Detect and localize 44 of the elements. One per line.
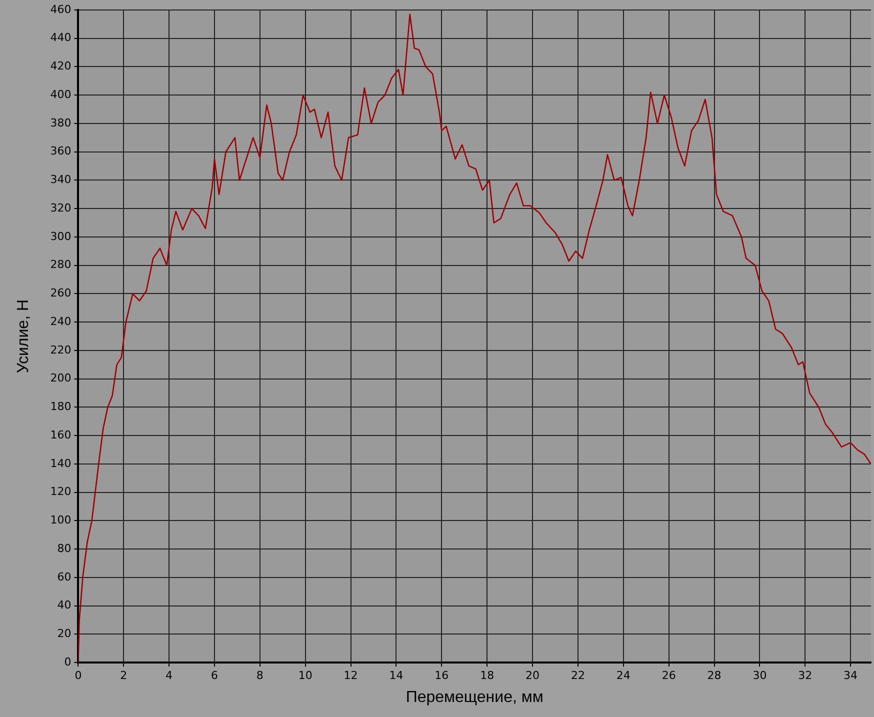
y-tick-label: 260 xyxy=(50,286,72,300)
y-tick-label: 320 xyxy=(50,201,72,214)
y-tick-label: 200 xyxy=(50,372,72,385)
x-tick-label: 24 xyxy=(616,669,630,682)
x-tick-label: 12 xyxy=(344,669,358,682)
y-tick-label: 160 xyxy=(50,428,72,442)
x-tick-label: 8 xyxy=(256,669,264,682)
x-tick-label: 16 xyxy=(434,669,449,682)
x-tick-label: 22 xyxy=(570,669,585,682)
y-axis-title: Усилие, Н xyxy=(15,299,32,374)
y-tick-label: 220 xyxy=(50,343,72,356)
y-tick-label: 240 xyxy=(50,314,72,328)
y-tick-label: 420 xyxy=(50,60,72,73)
x-tick-label: 0 xyxy=(74,669,82,682)
y-tick-label: 300 xyxy=(50,230,72,243)
x-tick-label: 14 xyxy=(389,669,404,682)
y-tick-label: 380 xyxy=(50,116,72,130)
x-tick-label: 34 xyxy=(844,669,858,682)
x-tick-label: 6 xyxy=(210,669,218,682)
y-tick-label: 20 xyxy=(57,627,72,640)
x-tick-label: 2 xyxy=(120,669,128,682)
y-tick-label: 40 xyxy=(57,598,72,612)
y-tick-label: 180 xyxy=(50,400,72,414)
x-tick-label: 20 xyxy=(526,669,540,682)
y-tick-label: 100 xyxy=(50,514,72,527)
y-tick-label: 120 xyxy=(50,485,72,498)
x-tick-label: 10 xyxy=(298,669,312,682)
y-tick-label: 280 xyxy=(50,258,72,272)
y-tick-label: 400 xyxy=(50,88,72,101)
x-tick-label: 32 xyxy=(798,669,812,682)
x-tick-label: 4 xyxy=(166,669,173,682)
y-tick-label: 460 xyxy=(50,2,72,16)
y-tick-label: 0 xyxy=(64,655,72,668)
x-tick-label: 28 xyxy=(707,669,722,682)
y-tick-label: 60 xyxy=(57,570,72,584)
y-tick-label: 340 xyxy=(50,173,72,186)
y-tick-label: 360 xyxy=(50,144,72,158)
y-tick-label: 80 xyxy=(57,542,72,555)
x-tick-label: 26 xyxy=(662,669,676,682)
x-axis-title: Перемещение, мм xyxy=(406,688,544,706)
y-tick-label: 440 xyxy=(50,31,72,44)
x-tick-label: 18 xyxy=(480,669,494,682)
y-tick-label: 140 xyxy=(50,456,72,470)
x-tick-label: 30 xyxy=(752,669,767,682)
